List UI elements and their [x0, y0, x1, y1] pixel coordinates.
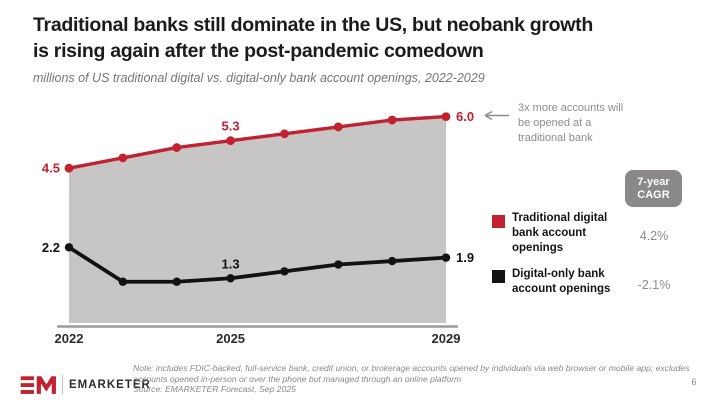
- data-point-label: 2.2: [42, 240, 60, 255]
- page-number: 6: [691, 377, 697, 387]
- data-point: [387, 256, 397, 266]
- chart-subtitle: millions of US traditional digital vs. d…: [33, 71, 485, 85]
- data-point: [64, 163, 74, 173]
- cagr-header-badge: 7-year CAGR: [625, 170, 682, 207]
- footnote-source: Source: EMARKETER Forecast, Sep 2025: [133, 384, 296, 395]
- cagr-value-traditional: 4.2%: [639, 229, 669, 243]
- data-point: [441, 112, 451, 121]
- data-point: [334, 260, 343, 269]
- series-line: [68, 114, 447, 170]
- footnote-line-1: Note: includes FDIC-backed, full-service…: [133, 363, 690, 373]
- x-axis-tick-labels: 2022 2025 2029: [55, 331, 461, 346]
- legend-swatch-traditional: [492, 215, 505, 228]
- data-point-label: 1.3: [222, 256, 240, 271]
- emarketer-logo-icon: [20, 376, 56, 394]
- chart-annotation: 3x more accounts will be opened at a tra…: [518, 102, 624, 144]
- data-point: [280, 267, 289, 276]
- legend-label-traditional: Traditional digital bank account opening…: [512, 212, 608, 254]
- data-point: [333, 122, 343, 132]
- line-chart: 4.5 5.3 6.0 2.2 1.3 1.9 2022 2025 2029: [42, 109, 474, 346]
- data-point: [118, 277, 128, 286]
- footnote-line-2: accounts opened in-person or over the ph…: [133, 373, 462, 384]
- data-point: [64, 243, 74, 252]
- page-title-line-1: Traditional banks still dominate in the …: [33, 14, 593, 36]
- series-line: [67, 245, 447, 284]
- footnote: Note: includes FDIC-backed, full-service…: [133, 363, 693, 395]
- legend-label-digital-only: Digital-only bank account openings: [512, 268, 611, 295]
- x-axis-tick-label: 2025: [216, 331, 245, 346]
- series-lines: [67, 114, 447, 284]
- data-point-label: 6.0: [456, 109, 474, 124]
- data-point: [172, 143, 182, 152]
- data-point: [118, 153, 128, 163]
- footer-divider: [62, 375, 63, 395]
- data-point: [226, 274, 235, 283]
- data-point-label: 1.9: [456, 250, 474, 265]
- data-point: [387, 115, 397, 125]
- legend-swatch-digital-only: [492, 270, 505, 283]
- data-point: [226, 136, 235, 146]
- page-title-line-2: is rising again after the post-pandemic …: [33, 40, 484, 62]
- brand-wordmark: EMARKETER: [69, 379, 151, 391]
- x-axis-tick-label: 2029: [432, 331, 461, 346]
- data-point-label: 4.5: [42, 161, 60, 176]
- left-arrow-icon: [484, 110, 509, 121]
- data-point: [441, 253, 451, 262]
- x-axis-tick-label: 2022: [55, 331, 84, 346]
- data-point: [280, 129, 289, 139]
- point-labels: 4.5 5.3 6.0 2.2 1.3 1.9: [42, 109, 474, 271]
- page-title: Traditional banks still dominate in the …: [33, 12, 703, 64]
- data-point-label: 5.3: [222, 119, 240, 134]
- cagr-value-digital-only: -2.1%: [637, 278, 671, 292]
- data-point: [172, 277, 181, 286]
- area-fill: [69, 116, 446, 323]
- series-dots: [64, 112, 451, 286]
